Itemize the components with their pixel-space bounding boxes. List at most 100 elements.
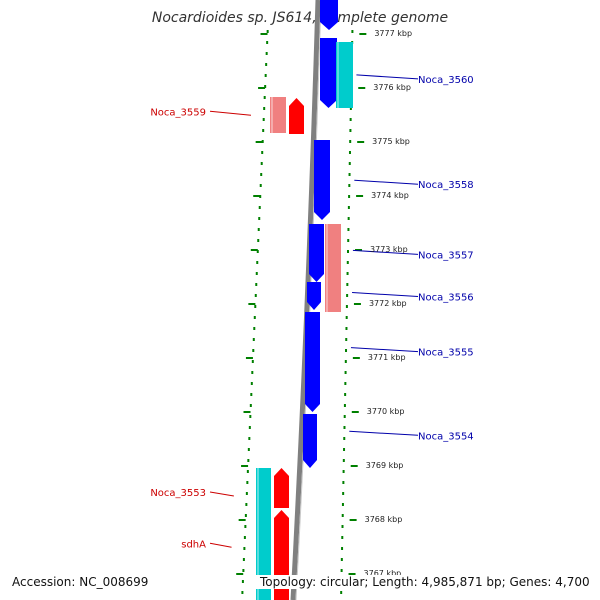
major-tick xyxy=(357,141,365,143)
major-tick xyxy=(348,573,356,575)
major-tick xyxy=(250,249,258,251)
tick-mark xyxy=(246,470,249,473)
tick-mark xyxy=(341,503,344,506)
major-tick xyxy=(353,303,361,305)
tick-mark xyxy=(347,217,350,220)
scale-label: 3771 kbp xyxy=(368,353,406,362)
gene-labels: Noca_3560 Noca_3559 Noca_3558 Noca_3557 Noca… xyxy=(150,74,474,550)
feature-noca-3560-shine xyxy=(337,42,339,108)
tick-mark xyxy=(345,305,348,308)
scale-label: 3773 kbp xyxy=(370,245,408,254)
gene-label: Noca_3556 xyxy=(418,293,474,304)
feature-noca-3553 xyxy=(256,468,271,600)
major-tick xyxy=(243,411,251,413)
tick-mark xyxy=(342,459,345,462)
gene-noca-3559 xyxy=(289,98,304,134)
tick-mark xyxy=(348,173,351,176)
tick-mark xyxy=(254,305,257,308)
tick-mark xyxy=(344,360,347,363)
tick-mark xyxy=(250,382,253,385)
tick-mark xyxy=(247,448,250,451)
tick-mark xyxy=(263,96,266,99)
major-tick xyxy=(355,249,363,251)
tick-mark xyxy=(244,525,247,528)
tick-mark xyxy=(244,514,247,517)
major-tick xyxy=(350,465,358,467)
tick-mark xyxy=(255,283,258,286)
gene-label: Noca_3558 xyxy=(418,180,474,191)
major-tick xyxy=(356,195,364,197)
tick-mark xyxy=(351,30,354,33)
scale-label: 3768 kbp xyxy=(365,515,403,524)
tick-mark xyxy=(261,140,264,143)
tick-mark xyxy=(243,536,246,539)
tick-mark xyxy=(248,437,251,440)
tick-mark xyxy=(251,360,254,363)
tick-mark xyxy=(343,415,346,418)
tick-mark xyxy=(344,382,347,385)
tick-mark xyxy=(341,547,344,550)
tick-mark xyxy=(344,371,347,374)
gene-label: Noca_3559 xyxy=(150,107,206,118)
tick-mark xyxy=(346,283,349,286)
gene-label: Noca_3554 xyxy=(418,431,474,442)
tick-mark xyxy=(246,481,249,484)
tick-mark xyxy=(248,426,251,429)
gene-noca-3553 xyxy=(274,468,289,508)
major-tick xyxy=(236,573,244,575)
tick-mark xyxy=(342,481,345,484)
major-tick xyxy=(241,465,249,467)
tick-mark xyxy=(256,261,259,264)
gene-noca-3556 xyxy=(307,282,321,310)
major-tick xyxy=(238,519,246,521)
tick-marks xyxy=(236,30,367,594)
tick-mark xyxy=(250,393,253,396)
scale-label: 3777 kbp xyxy=(374,29,412,38)
tick-mark xyxy=(342,470,345,473)
tick-mark xyxy=(254,294,257,297)
gene-label: Noca_3560 xyxy=(418,75,474,86)
scale-labels: 3777 kbp 3776 kbp 3775 kbp 3774 kbp 3773 kbp… xyxy=(364,29,413,578)
tick-mark xyxy=(343,448,346,451)
tick-mark xyxy=(241,591,244,594)
tick-mark xyxy=(349,118,352,121)
scale-label: 3775 kbp xyxy=(372,137,410,146)
tick-mark xyxy=(345,338,348,341)
tick-mark xyxy=(348,162,351,165)
tick-mark xyxy=(260,162,263,165)
topology-label: Topology: circular; Length: 4,985,871 bp… xyxy=(256,575,594,589)
tick-mark xyxy=(251,371,254,374)
tick-mark xyxy=(347,228,350,231)
tick-mark xyxy=(347,206,350,209)
tick-mark xyxy=(253,327,256,330)
tick-mark xyxy=(346,272,349,275)
tick-mark xyxy=(252,349,255,352)
tick-mark xyxy=(342,492,345,495)
scale-label: 3774 kbp xyxy=(371,191,409,200)
tick-mark xyxy=(341,514,344,517)
scale-label: 3770 kbp xyxy=(367,407,405,416)
feature-noca-3557 xyxy=(325,224,341,312)
tick-mark xyxy=(262,118,265,121)
tick-mark xyxy=(347,250,349,253)
major-tick xyxy=(349,519,357,521)
accession-label: Accession: NC_008699 xyxy=(10,575,151,589)
tick-mark xyxy=(341,525,344,528)
tick-mark xyxy=(343,426,346,429)
tick-mark xyxy=(265,52,268,55)
label-leader-line xyxy=(352,249,419,255)
tick-mark xyxy=(257,228,260,231)
major-tick xyxy=(255,141,263,143)
gene-noca-3558 xyxy=(314,140,330,220)
tick-mark xyxy=(252,338,255,341)
tick-mark xyxy=(341,536,344,539)
major-tick xyxy=(258,87,266,89)
tick-mark xyxy=(262,129,265,132)
major-tick xyxy=(253,195,261,197)
tick-mark xyxy=(249,404,252,407)
tick-mark xyxy=(243,547,246,550)
tick-mark xyxy=(253,316,256,319)
tick-mark xyxy=(258,206,261,209)
tick-mark xyxy=(345,327,348,330)
